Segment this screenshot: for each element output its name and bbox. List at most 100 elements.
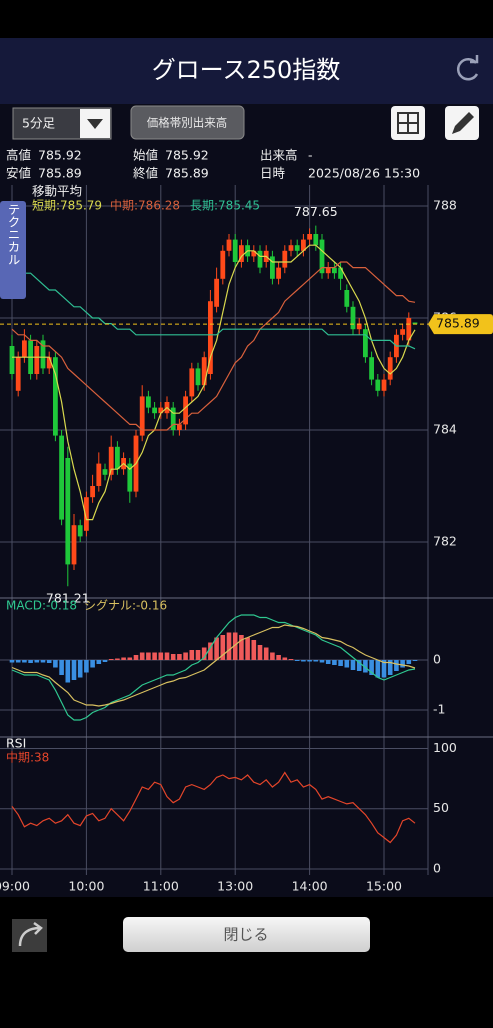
interval-dropdown[interactable]: 5分足 [12, 107, 112, 140]
candle-body [115, 446, 120, 470]
candle-body [406, 318, 412, 341]
histogram-bar [394, 660, 399, 671]
histogram-bar [344, 660, 350, 668]
draw-icon[interactable] [445, 106, 479, 140]
histogram-bar [294, 660, 300, 661]
candle-body [301, 239, 306, 251]
histogram-bar [28, 660, 33, 663]
candle-body [208, 301, 213, 374]
histogram-bar [59, 660, 64, 675]
candle-body [270, 256, 275, 279]
histogram-bar [46, 660, 52, 663]
histogram-bar [369, 660, 374, 675]
button-label[interactable]: 価格帯別出来高 [147, 116, 228, 130]
chart-area: 09:0010:0011:0013:0014:0015:007827847867… [0, 184, 493, 894]
y-tick-label: 782 [433, 534, 457, 549]
info-label: 日時 [260, 166, 286, 181]
refresh-arrow[interactable] [470, 55, 479, 64]
histogram-bar [133, 655, 139, 660]
histogram-bar [121, 657, 126, 660]
refresh-icon[interactable] [456, 55, 479, 81]
candle-body [152, 407, 157, 414]
candle-body [232, 239, 238, 262]
candle-body [288, 245, 294, 251]
candle-body [282, 250, 288, 268]
button-box[interactable] [130, 105, 245, 140]
candle-body [96, 463, 102, 486]
histogram-bar [214, 637, 219, 660]
icon-box[interactable] [12, 919, 47, 952]
histogram-bar [195, 650, 201, 660]
candle-body [307, 234, 312, 240]
candle-body [177, 424, 182, 430]
button-label[interactable]: 閉じる [223, 926, 268, 944]
current-price-tag [428, 314, 493, 335]
volume-profile-button[interactable]: 価格帯別出来高 [130, 105, 245, 140]
button-box[interactable] [123, 917, 370, 952]
tab-label[interactable]: テクニカル [6, 203, 21, 266]
histogram-bar [412, 660, 418, 661]
high-annotation: 787.65 [294, 204, 338, 219]
tab-box[interactable] [0, 201, 26, 299]
candle-body [102, 469, 108, 475]
y-tick-label: 100 [433, 740, 457, 755]
histogram-bar [338, 660, 343, 666]
candle-body [34, 346, 40, 374]
histogram-bar [15, 660, 21, 663]
histogram-bar [406, 660, 412, 664]
histogram-bar [270, 652, 275, 660]
histogram-bar [115, 658, 120, 660]
info-label: 出来高 [260, 148, 298, 163]
candle-body [214, 278, 219, 307]
candle-body [15, 357, 21, 391]
histogram-bar [257, 645, 263, 660]
histogram-bar [71, 660, 77, 680]
histogram-bar [139, 652, 145, 660]
technical-tab[interactable]: テクニカル [0, 201, 26, 299]
pencil[interactable] [452, 112, 474, 134]
legend-entry: MACD:-0.18 [6, 599, 77, 613]
interval-label[interactable]: 5分足 [22, 116, 55, 131]
candle-body [59, 435, 64, 520]
candle-body [344, 290, 350, 307]
candle-body [170, 407, 176, 430]
histogram-bar [77, 660, 83, 678]
candle-body [313, 234, 319, 246]
candle-body [201, 357, 207, 386]
icon-arrow[interactable] [18, 921, 43, 947]
histogram-bar [34, 660, 40, 663]
x-tick-label: 15:00 [366, 879, 402, 894]
refresh-arc[interactable] [456, 58, 479, 81]
series-line [12, 244, 416, 521]
histogram-bar [245, 637, 250, 660]
low-annotation: 781.21 [46, 591, 90, 606]
back-icon[interactable] [12, 919, 47, 952]
info-value: 785.89 [165, 166, 209, 181]
histogram-bar [208, 642, 213, 660]
series-line [11, 614, 416, 721]
candle-body [363, 329, 368, 358]
histogram-bar [177, 654, 182, 660]
info-label: 高値 [6, 148, 31, 163]
histogram-bar [363, 660, 368, 673]
histogram-bar [158, 652, 164, 660]
candle-body [226, 239, 232, 251]
histogram-bar [387, 660, 393, 675]
candle-body [183, 396, 188, 425]
x-tick-label: 09:00 [0, 879, 30, 894]
header-bar [0, 38, 493, 104]
histogram-bar [288, 659, 294, 660]
candle-body [84, 497, 89, 531]
info-label: 始値 [133, 148, 158, 163]
y-tick-label: -1 [433, 702, 445, 717]
layout-icon[interactable] [391, 106, 425, 140]
close-button[interactable]: 閉じる [123, 917, 370, 952]
x-tick-label: 13:00 [217, 879, 253, 894]
icon-grid-lines[interactable] [398, 113, 418, 133]
y-tick-label: 0 [433, 652, 441, 667]
histogram-bar [381, 660, 387, 678]
info-value: 785.92 [165, 148, 209, 163]
dropdown-arrow[interactable] [87, 119, 103, 129]
candle-body [319, 239, 325, 274]
